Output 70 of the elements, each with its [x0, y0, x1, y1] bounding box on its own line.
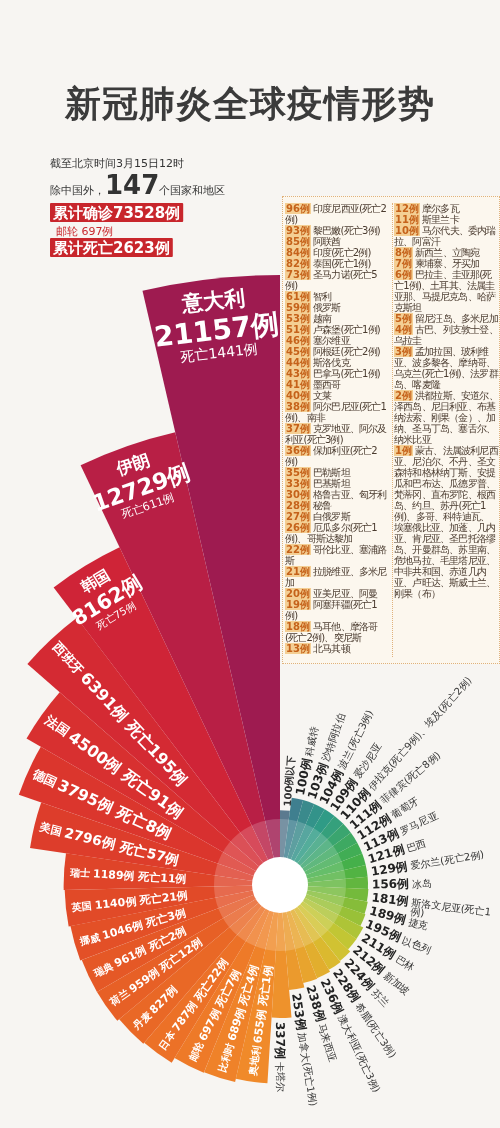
text: 21例 拉脱维亚、多米尼加 [285, 566, 387, 588]
text: 38例 阿尔巴尼亚(死亡1例)、南非 [285, 401, 386, 423]
text: 11例 斯里兰卡 [394, 214, 459, 225]
category-label: 以色列 [400, 934, 433, 957]
text: 96例 印度尼西亚(死亡2例) [285, 203, 386, 225]
category-label: 科威特 [302, 725, 320, 758]
text: 61例 智利 [285, 291, 332, 302]
text: 2例 洪都拉斯、安道尔、泽西岛、尼日利亚、布基纳法索、刚果（金）、加纳、圣马丁岛、塞舌尔、纳米比亚 [394, 390, 498, 445]
text: 46例 塞尔维亚 [285, 335, 350, 346]
text: 93例 黎巴嫩(死亡3例) [285, 225, 380, 236]
text: 43例 巴拿马(死亡1例) [285, 368, 380, 379]
text: 45例 阿根廷(死亡2例) [285, 346, 380, 357]
text: 27例 白俄罗斯 [285, 511, 350, 522]
text: 19例 阿塞拜疆(死亡1例) [285, 599, 377, 621]
text: 除中国外，147个国家和地区 [50, 170, 226, 200]
text: 10例 马尔代夫、委内瑞拉、阿富汗 [394, 225, 496, 247]
text: 累计死亡2623例 [52, 239, 170, 257]
category-label: 美国 [37, 820, 64, 839]
category-label: 英国 [70, 900, 93, 914]
text: 5例 留尼汪岛、多米尼加 [394, 313, 498, 324]
text: 4例 古巴、列支敦士登、乌拉圭 [394, 324, 498, 346]
text: 22例 哥伦比亚、塞浦路斯 [285, 544, 387, 566]
category-label: 邮轮 [186, 1039, 206, 1064]
data-label: 337例 [273, 1021, 288, 1060]
text: 12例 摩尔多瓦 [394, 203, 459, 214]
category-label: 挪威 [77, 931, 102, 948]
text: 截至北京时间3月15日12时 [50, 157, 184, 170]
data-label: 156例 [371, 876, 410, 892]
category-label: 奥地利 [246, 1045, 263, 1078]
text: 51例 卢森堡(死亡1例) [285, 324, 380, 335]
category-label: 冰岛 [411, 878, 433, 890]
text: 20例 亚美尼亚、阿曼 [285, 588, 378, 599]
text: 13例 北马其顿 [285, 643, 350, 654]
text: 6例 巴拉圭、圭亚那(死亡1例)、土耳其、法属圭亚那、马提尼克岛、哈萨克斯坦 [394, 269, 496, 313]
category-label: 100例以下 [281, 755, 297, 807]
text: 新冠肺炎全球疫情形势 [64, 83, 435, 124]
text: 36例 保加利亚(死亡2例) [285, 445, 377, 467]
text: 59例 俄罗斯 [285, 302, 341, 313]
category-label: 加拿大(死亡1例) [296, 1032, 319, 1108]
text: 44例 斯洛伐克 [285, 357, 350, 368]
category-label: 斯洛文尼亚(死亡1例) [409, 897, 492, 919]
text: 35例 巴勒斯坦 [285, 467, 350, 478]
text: 40例 文莱 [285, 390, 332, 401]
text: 8例 新西兰、立陶宛 [395, 247, 480, 258]
category-label: 比利时 [215, 1041, 236, 1074]
text: 26例 厄瓜多尔(死亡1例)、哥斯达黎加 [285, 522, 377, 544]
text: 82例 泰国(死亡1例) [285, 258, 371, 269]
category-label: 日本 [156, 1028, 178, 1052]
text: 41例 墨西哥 [285, 379, 341, 390]
text: 18例 马耳他、摩洛哥(死亡2例)、突尼斯 [285, 621, 378, 643]
text: 30例 格鲁吉亚、匈牙利 [285, 489, 387, 500]
data-label: 1189例 死亡11例 [92, 867, 187, 887]
text: 3例 孟加拉国、玻利维亚、波多黎各、摩纳哥、乌克兰(死亡1例)、法罗群岛、喀麦隆 [394, 346, 498, 390]
text: 84例 印度(死亡2例) [285, 247, 371, 258]
text: 邮轮 697例 [56, 225, 114, 238]
text: 73例 圣马力诺(死亡5例) [285, 269, 377, 291]
text: 累计确诊73528例 [52, 204, 181, 222]
text: 85例 阿联酋 [285, 236, 341, 247]
text: 53例 越南 [285, 313, 332, 324]
text: 7例 柬埔寨、牙买加 [394, 258, 480, 269]
text: 28例 秘鲁 [285, 500, 332, 511]
category-label: 马来西亚 [316, 1022, 339, 1064]
category-label: 巴西 [405, 837, 428, 854]
text: 33例 巴基斯坦 [285, 478, 350, 489]
text: 37例 克罗地亚、阿尔及利亚(死亡3例) [285, 423, 387, 445]
category-label: 瑞士 [68, 866, 91, 879]
category-label: 卡塔尔 [274, 1061, 286, 1093]
category-label: 瑞典 [90, 960, 115, 980]
text: 1例 蒙古、法属波利尼西亚、尼泊尔、不丹、圣文森特和格林纳丁斯、安提瓜和巴布达、瓜德罗普、梵蒂冈、直布罗陀、根西岛、约旦、苏丹(死亡1例)、多哥、科特迪瓦、埃塞俄比亚、加蓬、几内亚、肯尼亚、圣巴托洛缪岛、开曼群岛、苏里南、危地马拉、毛里塔尼亚、中非共和国、赤道几内亚、卢旺达、斯威士兰、刚果（布） [394, 445, 498, 599]
data-label: 253例 [288, 992, 309, 1031]
